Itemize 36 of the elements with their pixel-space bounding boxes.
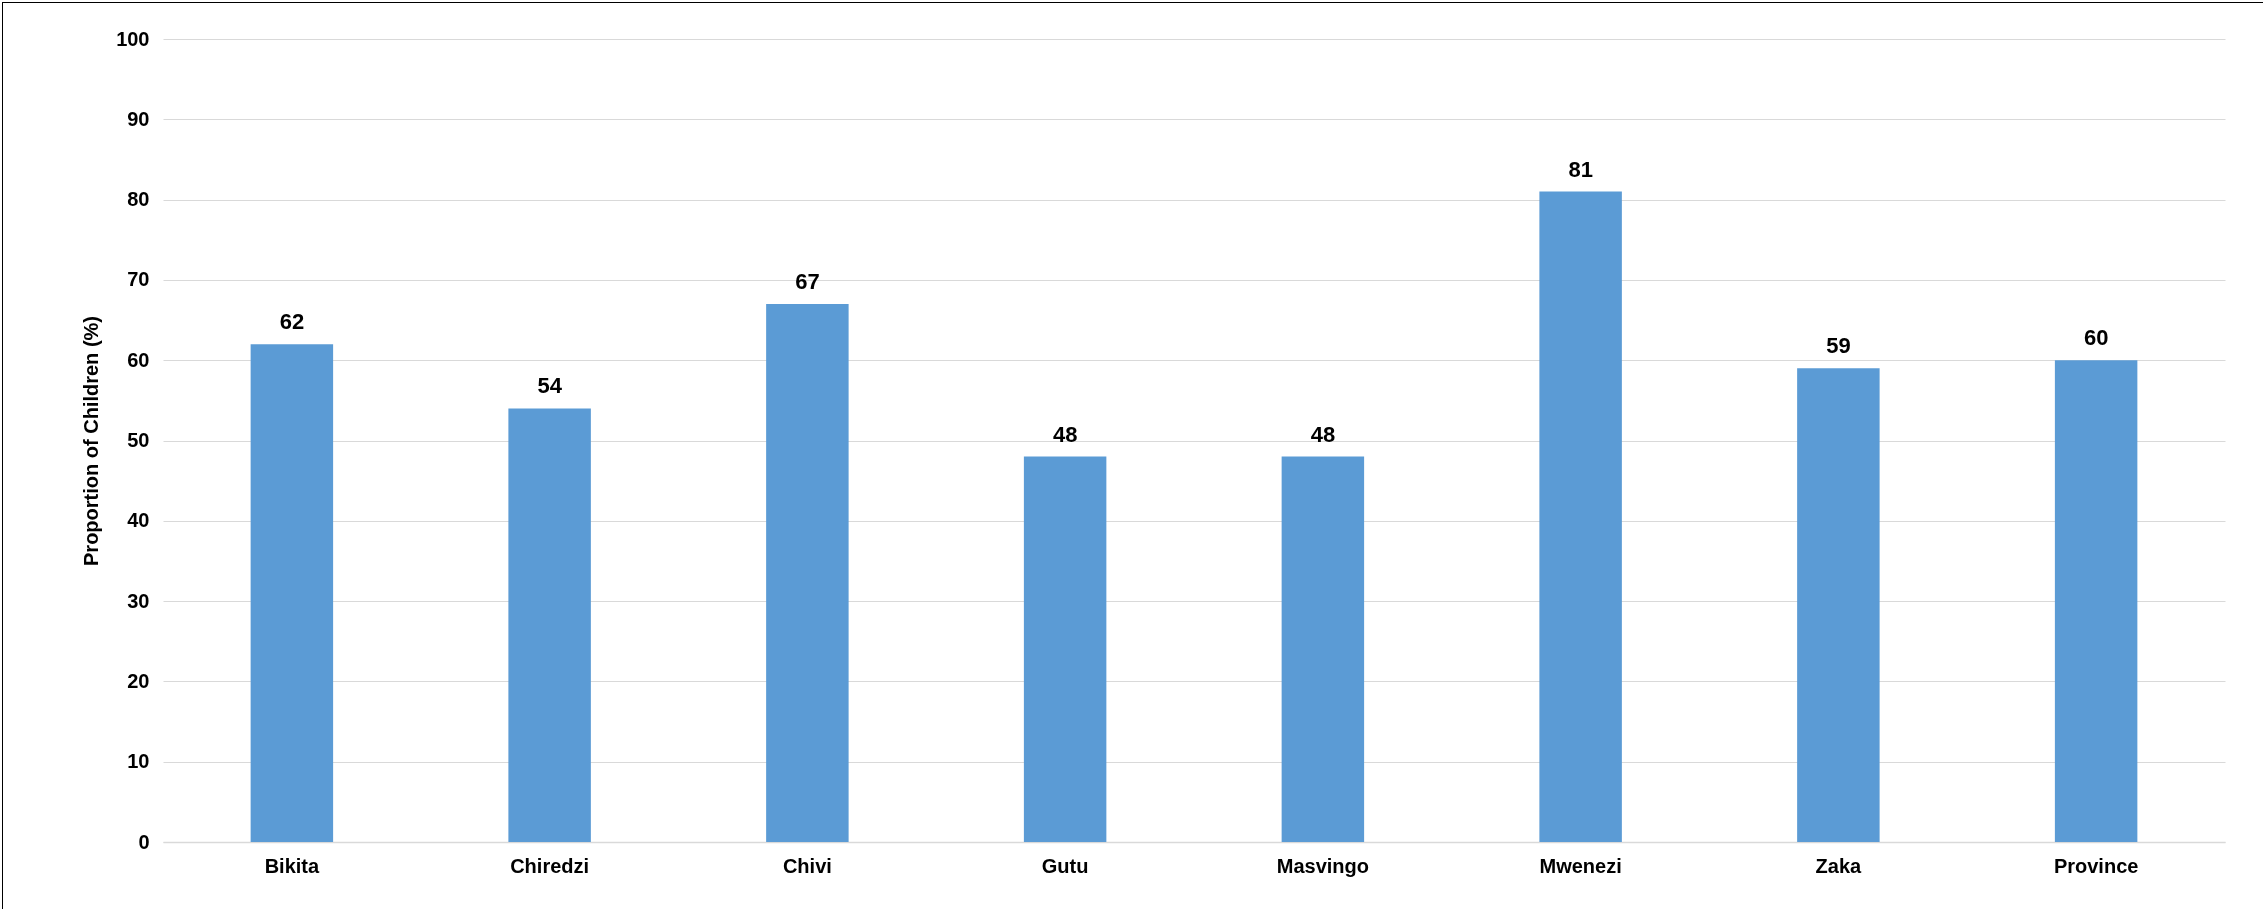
data-label: 62 (279, 309, 305, 335)
data-label: 81 (1568, 156, 1593, 182)
x-tick-label: Province (2053, 854, 2139, 877)
y-tick-label: 90 (127, 107, 150, 130)
x-tick-label: Masvingo (1276, 854, 1369, 877)
y-tick-label: 100 (116, 27, 150, 50)
y-axis-title: Proportion of Children (%) (80, 316, 103, 566)
y-tick-label: 60 (127, 348, 150, 371)
bar (2054, 360, 2138, 842)
data-label: 67 (795, 268, 820, 294)
data-label: 60 (2083, 325, 2109, 351)
bar (250, 344, 334, 842)
bar (1023, 456, 1107, 842)
bar (1539, 191, 1622, 842)
y-tick-label: 80 (127, 188, 150, 211)
y-tick-label: 30 (127, 589, 150, 612)
y-tick-label: 0 (138, 830, 150, 853)
x-tick-label: Chivi (782, 854, 832, 877)
y-tick-label: 40 (127, 509, 150, 532)
data-label: 48 (1310, 421, 1336, 447)
x-tick-label: Bikita (264, 854, 320, 877)
x-tick-label: Chiredzi (510, 854, 590, 877)
bar (508, 408, 591, 842)
y-tick-label: 20 (127, 669, 150, 692)
y-tick-label: 10 (127, 750, 150, 773)
data-label: 54 (537, 373, 563, 399)
x-tick-label: Mwenezi (1539, 854, 1622, 877)
y-tick-label: 70 (127, 268, 150, 291)
data-label: 59 (1826, 333, 1851, 359)
bar (1797, 368, 1880, 842)
x-tick-label: Gutu (1041, 854, 1089, 877)
x-tick-label: Zaka (1815, 854, 1863, 877)
y-tick-label: 50 (127, 429, 150, 451)
bar (1281, 456, 1365, 842)
data-label: 48 (1052, 421, 1078, 447)
bar (766, 303, 849, 842)
